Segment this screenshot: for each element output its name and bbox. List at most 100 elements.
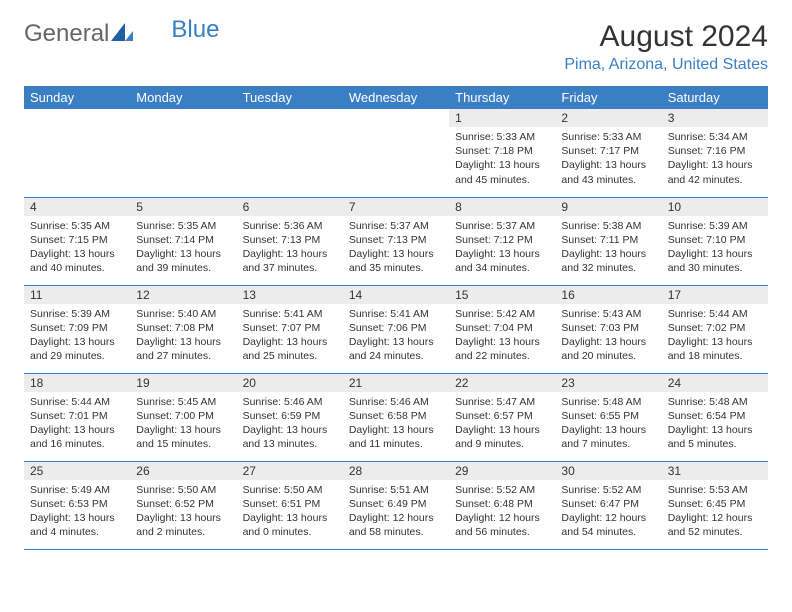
day-details: Sunrise: 5:52 AMSunset: 6:47 PMDaylight:… (555, 480, 661, 543)
calendar-cell: 9Sunrise: 5:38 AMSunset: 7:11 PMDaylight… (555, 197, 661, 285)
logo-text-blue: Blue (171, 16, 219, 44)
day-number: 16 (555, 286, 661, 304)
calendar-cell: 7Sunrise: 5:37 AMSunset: 7:13 PMDaylight… (343, 197, 449, 285)
day-number: 13 (237, 286, 343, 304)
logo: General Blue (24, 20, 219, 48)
calendar-cell: 26Sunrise: 5:50 AMSunset: 6:52 PMDayligh… (130, 461, 236, 549)
day-number: 7 (343, 198, 449, 216)
day-details: Sunrise: 5:52 AMSunset: 6:48 PMDaylight:… (449, 480, 555, 543)
day-number: 8 (449, 198, 555, 216)
day-number: 6 (237, 198, 343, 216)
day-number: 14 (343, 286, 449, 304)
calendar-cell: 16Sunrise: 5:43 AMSunset: 7:03 PMDayligh… (555, 285, 661, 373)
day-details: Sunrise: 5:44 AMSunset: 7:01 PMDaylight:… (24, 392, 130, 455)
header: General Blue August 2024 Pima, Arizona, … (24, 20, 768, 74)
weekday-header: Tuesday (237, 86, 343, 109)
calendar-cell: 6Sunrise: 5:36 AMSunset: 7:13 PMDaylight… (237, 197, 343, 285)
calendar-cell: 2Sunrise: 5:33 AMSunset: 7:17 PMDaylight… (555, 109, 661, 197)
weekday-header: Sunday (24, 86, 130, 109)
day-number: 3 (662, 109, 768, 127)
calendar-cell: 25Sunrise: 5:49 AMSunset: 6:53 PMDayligh… (24, 461, 130, 549)
day-number: 18 (24, 374, 130, 392)
day-number: 11 (24, 286, 130, 304)
calendar-cell: 19Sunrise: 5:45 AMSunset: 7:00 PMDayligh… (130, 373, 236, 461)
weekday-header-row: SundayMondayTuesdayWednesdayThursdayFrid… (24, 86, 768, 109)
calendar-table: SundayMondayTuesdayWednesdayThursdayFrid… (24, 86, 768, 550)
day-details: Sunrise: 5:42 AMSunset: 7:04 PMDaylight:… (449, 304, 555, 367)
day-number: 5 (130, 198, 236, 216)
calendar-cell: 23Sunrise: 5:48 AMSunset: 6:55 PMDayligh… (555, 373, 661, 461)
calendar-cell: 13Sunrise: 5:41 AMSunset: 7:07 PMDayligh… (237, 285, 343, 373)
day-number: 31 (662, 462, 768, 480)
day-details: Sunrise: 5:50 AMSunset: 6:51 PMDaylight:… (237, 480, 343, 543)
day-number: 27 (237, 462, 343, 480)
day-number: 22 (449, 374, 555, 392)
calendar-cell: 14Sunrise: 5:41 AMSunset: 7:06 PMDayligh… (343, 285, 449, 373)
day-number: 17 (662, 286, 768, 304)
day-number: 29 (449, 462, 555, 480)
calendar-cell: 22Sunrise: 5:47 AMSunset: 6:57 PMDayligh… (449, 373, 555, 461)
day-number: 21 (343, 374, 449, 392)
month-title: August 2024 (564, 20, 768, 54)
day-details: Sunrise: 5:44 AMSunset: 7:02 PMDaylight:… (662, 304, 768, 367)
weekday-header: Wednesday (343, 86, 449, 109)
day-number: 10 (662, 198, 768, 216)
calendar-cell: 29Sunrise: 5:52 AMSunset: 6:48 PMDayligh… (449, 461, 555, 549)
calendar-cell: 11Sunrise: 5:39 AMSunset: 7:09 PMDayligh… (24, 285, 130, 373)
day-details: Sunrise: 5:50 AMSunset: 6:52 PMDaylight:… (130, 480, 236, 543)
calendar-cell: 8Sunrise: 5:37 AMSunset: 7:12 PMDaylight… (449, 197, 555, 285)
calendar-row: 18Sunrise: 5:44 AMSunset: 7:01 PMDayligh… (24, 373, 768, 461)
day-details: Sunrise: 5:49 AMSunset: 6:53 PMDaylight:… (24, 480, 130, 543)
weekday-header: Monday (130, 86, 236, 109)
day-number: 1 (449, 109, 555, 127)
day-details: Sunrise: 5:43 AMSunset: 7:03 PMDaylight:… (555, 304, 661, 367)
calendar-cell (343, 109, 449, 197)
day-details: Sunrise: 5:35 AMSunset: 7:14 PMDaylight:… (130, 216, 236, 279)
logo-text-general: General (24, 20, 109, 48)
title-block: August 2024 Pima, Arizona, United States (564, 20, 768, 74)
calendar-cell: 28Sunrise: 5:51 AMSunset: 6:49 PMDayligh… (343, 461, 449, 549)
day-number: 28 (343, 462, 449, 480)
calendar-cell: 4Sunrise: 5:35 AMSunset: 7:15 PMDaylight… (24, 197, 130, 285)
location: Pima, Arizona, United States (564, 56, 768, 74)
day-details: Sunrise: 5:38 AMSunset: 7:11 PMDaylight:… (555, 216, 661, 279)
calendar-row: 11Sunrise: 5:39 AMSunset: 7:09 PMDayligh… (24, 285, 768, 373)
day-number: 23 (555, 374, 661, 392)
day-number: 26 (130, 462, 236, 480)
calendar-cell: 17Sunrise: 5:44 AMSunset: 7:02 PMDayligh… (662, 285, 768, 373)
calendar-cell: 10Sunrise: 5:39 AMSunset: 7:10 PMDayligh… (662, 197, 768, 285)
day-details: Sunrise: 5:46 AMSunset: 6:59 PMDaylight:… (237, 392, 343, 455)
calendar-cell: 1Sunrise: 5:33 AMSunset: 7:18 PMDaylight… (449, 109, 555, 197)
calendar-row: 25Sunrise: 5:49 AMSunset: 6:53 PMDayligh… (24, 461, 768, 549)
day-number: 15 (449, 286, 555, 304)
day-number: 30 (555, 462, 661, 480)
day-details: Sunrise: 5:39 AMSunset: 7:09 PMDaylight:… (24, 304, 130, 367)
calendar-cell: 5Sunrise: 5:35 AMSunset: 7:14 PMDaylight… (130, 197, 236, 285)
weekday-header: Thursday (449, 86, 555, 109)
day-details: Sunrise: 5:41 AMSunset: 7:06 PMDaylight:… (343, 304, 449, 367)
day-details: Sunrise: 5:48 AMSunset: 6:55 PMDaylight:… (555, 392, 661, 455)
calendar-body: 1Sunrise: 5:33 AMSunset: 7:18 PMDaylight… (24, 109, 768, 549)
calendar-cell: 31Sunrise: 5:53 AMSunset: 6:45 PMDayligh… (662, 461, 768, 549)
day-details: Sunrise: 5:37 AMSunset: 7:13 PMDaylight:… (343, 216, 449, 279)
day-details: Sunrise: 5:40 AMSunset: 7:08 PMDaylight:… (130, 304, 236, 367)
logo-icon (111, 20, 133, 48)
day-details: Sunrise: 5:53 AMSunset: 6:45 PMDaylight:… (662, 480, 768, 543)
day-details: Sunrise: 5:33 AMSunset: 7:18 PMDaylight:… (449, 127, 555, 190)
day-details: Sunrise: 5:46 AMSunset: 6:58 PMDaylight:… (343, 392, 449, 455)
day-number: 9 (555, 198, 661, 216)
day-details: Sunrise: 5:34 AMSunset: 7:16 PMDaylight:… (662, 127, 768, 190)
day-details: Sunrise: 5:37 AMSunset: 7:12 PMDaylight:… (449, 216, 555, 279)
calendar-row: 4Sunrise: 5:35 AMSunset: 7:15 PMDaylight… (24, 197, 768, 285)
calendar-cell: 30Sunrise: 5:52 AMSunset: 6:47 PMDayligh… (555, 461, 661, 549)
day-details: Sunrise: 5:41 AMSunset: 7:07 PMDaylight:… (237, 304, 343, 367)
calendar-cell: 15Sunrise: 5:42 AMSunset: 7:04 PMDayligh… (449, 285, 555, 373)
calendar-cell: 3Sunrise: 5:34 AMSunset: 7:16 PMDaylight… (662, 109, 768, 197)
weekday-header: Friday (555, 86, 661, 109)
calendar-cell: 27Sunrise: 5:50 AMSunset: 6:51 PMDayligh… (237, 461, 343, 549)
day-details: Sunrise: 5:35 AMSunset: 7:15 PMDaylight:… (24, 216, 130, 279)
day-details: Sunrise: 5:36 AMSunset: 7:13 PMDaylight:… (237, 216, 343, 279)
day-number: 20 (237, 374, 343, 392)
day-number: 4 (24, 198, 130, 216)
day-number: 2 (555, 109, 661, 127)
